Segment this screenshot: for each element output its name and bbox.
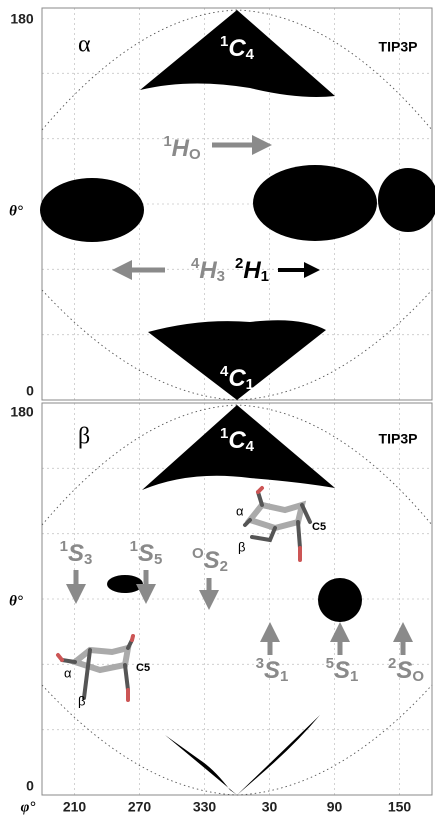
annotation: 1C4 (220, 33, 255, 63)
molecule-label: β (238, 539, 245, 554)
annotation: 2H1 (235, 255, 269, 285)
annotation: 1HO (163, 133, 201, 163)
point-cloud (378, 168, 435, 232)
y-tick-label: 0 (26, 383, 34, 399)
panel-label: β (78, 424, 90, 450)
y-axis-label: θ° (9, 593, 23, 609)
annotation: OS2 (192, 545, 228, 575)
molecule-label: α (64, 665, 72, 680)
x-ticks: 210 270 330 30 90 150 (63, 799, 412, 815)
y-tick-label: 0 (26, 778, 34, 794)
y-axis-label: θ° (9, 203, 23, 219)
y-tick-label: 180 (10, 404, 34, 420)
y-tick-label: 180 (10, 11, 34, 27)
annotation: 4C1 (220, 363, 254, 393)
annotation: 5S1 (326, 655, 359, 685)
x-tick-label: 210 (63, 799, 87, 815)
x-axis-label: φ° (21, 799, 36, 815)
point-cloud (107, 575, 143, 593)
molecule-label: β (78, 693, 85, 708)
grid (42, 8, 432, 795)
annotation: 3S1 (256, 655, 289, 685)
x-tick-label: 270 (128, 799, 152, 815)
annotation: 1C4 (220, 425, 255, 455)
molecule-label: C5 (312, 521, 326, 533)
model-label: TIP3P (379, 39, 418, 55)
x-tick-label: 150 (388, 799, 412, 815)
panel-label: α (78, 32, 91, 58)
point-cloud (140, 10, 335, 97)
annotation: 2SO (388, 655, 424, 685)
annotation: 1S5 (130, 538, 163, 568)
point-cloud (318, 578, 362, 622)
panel-beta: β TIP3P 1C4 1S3 1S5 OS2 3S1 5S1 2SO α β … (9, 402, 433, 796)
x-tick-label: 330 (193, 799, 217, 815)
panel-alpha: α TIP3P 1C4 1HO 4H3 2H1 4C1 180 0 θ° (9, 7, 435, 401)
molecule (56, 634, 135, 702)
point-cloud (142, 405, 335, 490)
molecule (243, 486, 312, 562)
x-tick-label: 30 (262, 799, 278, 815)
point-cloud (40, 178, 144, 242)
annotation: 4H3 (191, 255, 225, 285)
annotation: 1S3 (60, 538, 93, 568)
point-cloud (148, 320, 326, 400)
molecule-label: α (236, 503, 244, 518)
point-cloud (253, 165, 377, 241)
model-label: TIP3P (379, 431, 418, 447)
molecule-label: C5 (136, 662, 150, 674)
point-cloud (165, 715, 320, 795)
x-tick-label: 90 (327, 799, 343, 815)
envelope (41, 684, 433, 796)
